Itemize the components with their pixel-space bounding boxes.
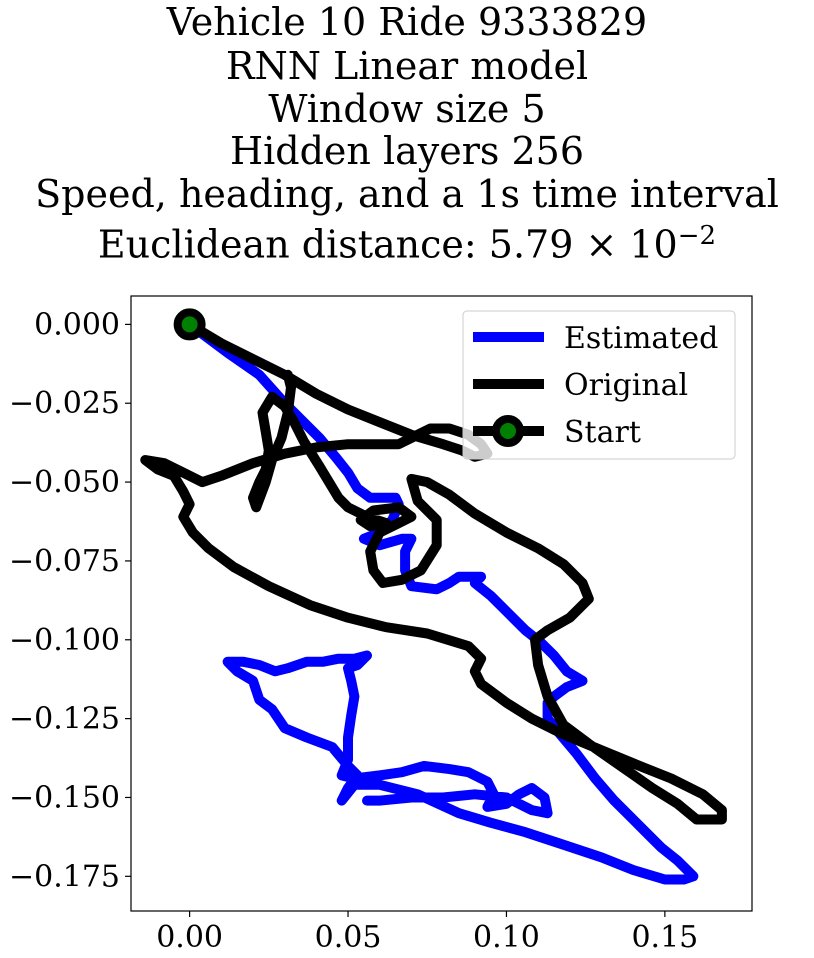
title-distance-text: Euclidean distance: 5.79 × 10 (97, 222, 678, 267)
y-tick-label: −0.175 (9, 859, 120, 894)
axes-frame (130, 295, 753, 912)
title-line-vehicle: Vehicle 10 Ride 9333829 (166, 0, 648, 44)
x-tick-label: 0.10 (473, 920, 540, 955)
legend-start-marker (492, 415, 524, 447)
plot-area (140, 319, 727, 885)
y-tick-label: 0.000 (34, 307, 120, 342)
y-tick-label: −0.100 (9, 623, 120, 658)
legend-box (462, 310, 736, 460)
legend-label-start: Start (564, 415, 641, 450)
start-marker (173, 308, 206, 341)
y-tick-label: −0.150 (9, 780, 120, 815)
title-distance-exponent: −2 (677, 221, 717, 251)
y-tick-label: −0.075 (9, 544, 120, 579)
title-line-window: Window size 5 (268, 87, 546, 131)
legend: Estimated Original Start (462, 310, 736, 460)
series-line-original (140, 319, 727, 825)
x-tick-label: 0.05 (315, 920, 382, 955)
series-line-estimated (184, 319, 699, 885)
title-line-features: Speed, heading, and a 1s time interval (35, 172, 779, 216)
x-tick-label: 0.15 (631, 920, 698, 955)
title-line-distance: Euclidean distance: 5.79 × 10−2 (0, 216, 814, 265)
x-tick-label: 0.00 (156, 920, 223, 955)
title-line-model: RNN Linear model (225, 44, 589, 88)
y-tick-label: −0.025 (9, 386, 120, 421)
y-tick-label: −0.125 (9, 702, 120, 737)
legend-label-original: Original (564, 368, 688, 403)
y-tick-label: −0.050 (9, 465, 120, 500)
title-line-hidden: Hidden layers 256 (229, 129, 585, 173)
axis-ticks: 0.00 0.05 0.10 0.15 0.000 −0.025 −0.050 −0.075 −… (9, 307, 698, 955)
legend-label-estimated: Estimated (564, 321, 718, 356)
